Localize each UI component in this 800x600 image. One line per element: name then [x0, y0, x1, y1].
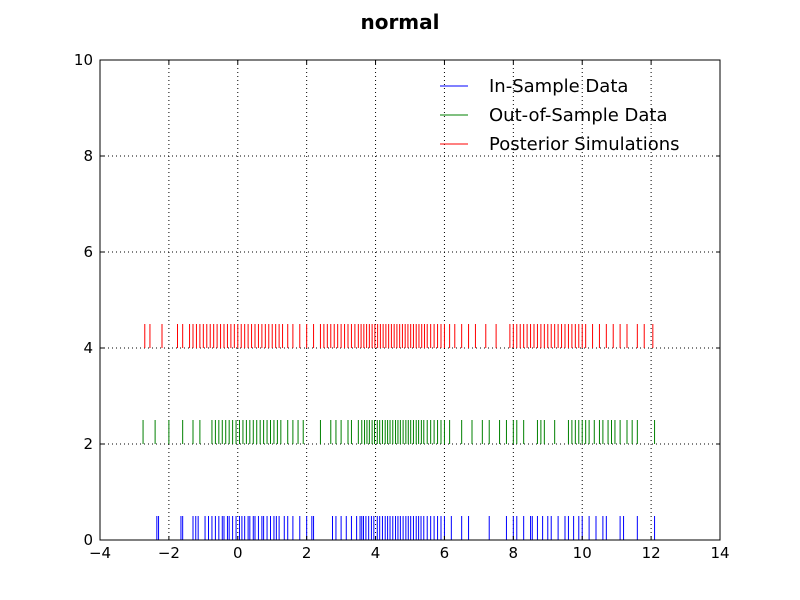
y-tick-label: 6: [83, 243, 93, 261]
series-out-of-sample-data: [142, 420, 656, 444]
x-tick-label: 14: [710, 544, 729, 562]
x-tick-label: −2: [158, 544, 180, 562]
legend-label: Out-of-Sample Data: [489, 105, 668, 126]
x-tick-label: 8: [509, 544, 519, 562]
x-tick-label: 4: [371, 544, 381, 562]
x-tick-label: 12: [642, 544, 661, 562]
legend: In-Sample Data Out-of-Sample Data Posterio…: [440, 76, 680, 155]
x-tick-label: 10: [573, 544, 592, 562]
x-tick-label: 0: [233, 544, 243, 562]
y-tick-label: 2: [83, 435, 93, 453]
chart-title: normal: [360, 10, 439, 34]
series-layer: [142, 324, 656, 540]
series-posterior-simulations: [144, 324, 654, 348]
x-tick-label: 6: [440, 544, 450, 562]
plot-area-frame: [99, 59, 721, 541]
x-tick-label: −4: [89, 544, 111, 562]
axis-ticks: −4 −2 0 2 4 6 8 10 12 14 0 2 4 6 8 10: [74, 51, 730, 562]
grid: [100, 60, 720, 540]
y-tick-label: 4: [83, 339, 93, 357]
legend-label: Posterior Simulations: [489, 134, 680, 155]
y-tick-label: 8: [83, 147, 93, 165]
x-tick-label: 2: [302, 544, 312, 562]
y-tick-label: 0: [83, 531, 93, 549]
legend-label: In-Sample Data: [489, 76, 628, 97]
series-in-sample-data: [156, 516, 656, 540]
y-tick-label: 10: [74, 51, 93, 69]
